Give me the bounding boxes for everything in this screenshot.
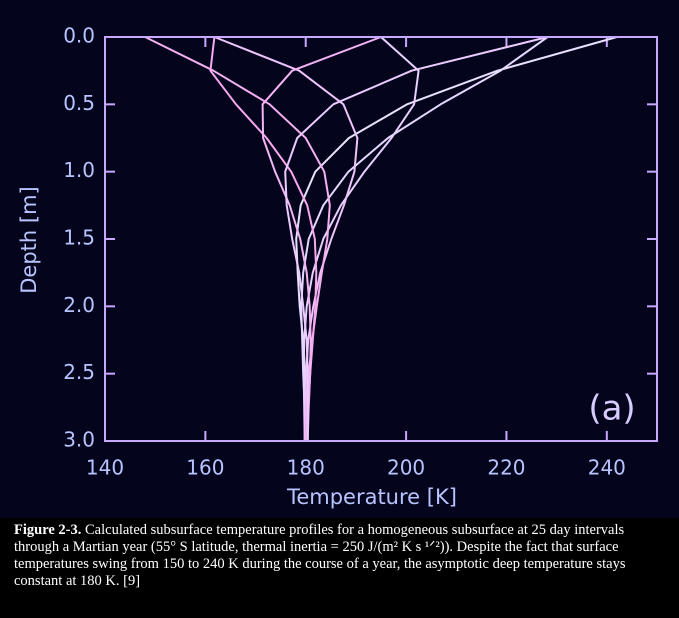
profile-line (261, 36, 382, 442)
x-tick-label: 220 (487, 456, 525, 480)
caption-text: Calculated subsurface temperature profil… (14, 522, 626, 589)
y-tick-label: 2.5 (63, 360, 95, 384)
y-tick-label: 0.0 (63, 24, 95, 48)
plot-frame (104, 36, 658, 442)
y-tick-label: 1.5 (63, 226, 95, 250)
caption: Figure 2-3. Calculated subsurface temper… (14, 522, 669, 590)
y-tick-label: 0.5 (63, 91, 95, 115)
y-tick-label: 1.0 (63, 158, 95, 182)
profile-line (214, 36, 359, 442)
x-tick-label: 160 (186, 456, 224, 480)
profile-line (302, 36, 420, 442)
profile-line (284, 36, 548, 441)
x-tick-label: 240 (588, 456, 626, 480)
y-tick-label: 3.0 (63, 428, 95, 452)
y-tick-label: 2.0 (63, 293, 95, 317)
chart: Depth [m] Temperature [K] (a) 140 160 180 2… (0, 0, 679, 518)
caption-label: Figure 2-3. (14, 522, 82, 538)
x-tick-label: 180 (287, 456, 325, 480)
y-axis-title: Depth [m] (17, 186, 41, 293)
chart-background (0, 0, 679, 518)
annotation: (a) (588, 389, 635, 429)
x-axis-title: Temperature [K] (286, 485, 457, 509)
x-tick-label: 200 (387, 456, 425, 480)
x-tick-label: 140 (86, 456, 124, 480)
